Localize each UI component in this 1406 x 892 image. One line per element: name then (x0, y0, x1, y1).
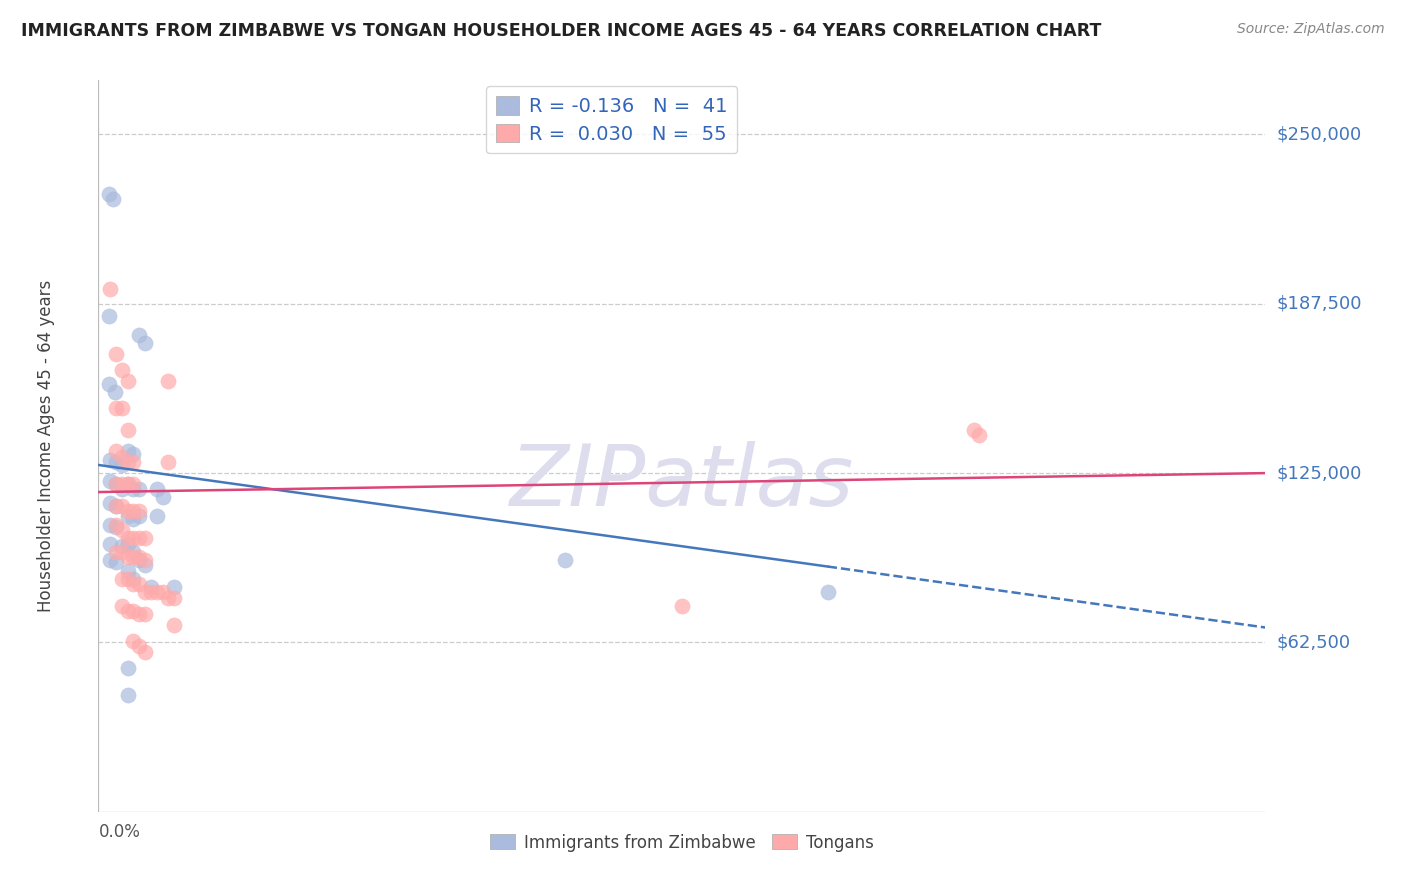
Text: Householder Income Ages 45 - 64 years: Householder Income Ages 45 - 64 years (37, 280, 55, 612)
Text: $187,500: $187,500 (1277, 294, 1362, 313)
Text: Source: ZipAtlas.com: Source: ZipAtlas.com (1237, 22, 1385, 37)
Text: IMMIGRANTS FROM ZIMBABWE VS TONGAN HOUSEHOLDER INCOME AGES 45 - 64 YEARS CORRELA: IMMIGRANTS FROM ZIMBABWE VS TONGAN HOUSE… (21, 22, 1101, 40)
Legend: Immigrants from Zimbabwe, Tongans: Immigrants from Zimbabwe, Tongans (484, 827, 880, 858)
Text: $125,000: $125,000 (1277, 464, 1362, 482)
Text: $62,500: $62,500 (1277, 633, 1351, 651)
Text: ZIPatlas: ZIPatlas (510, 441, 853, 524)
Text: $250,000: $250,000 (1277, 126, 1362, 144)
Text: 0.0%: 0.0% (98, 822, 141, 840)
